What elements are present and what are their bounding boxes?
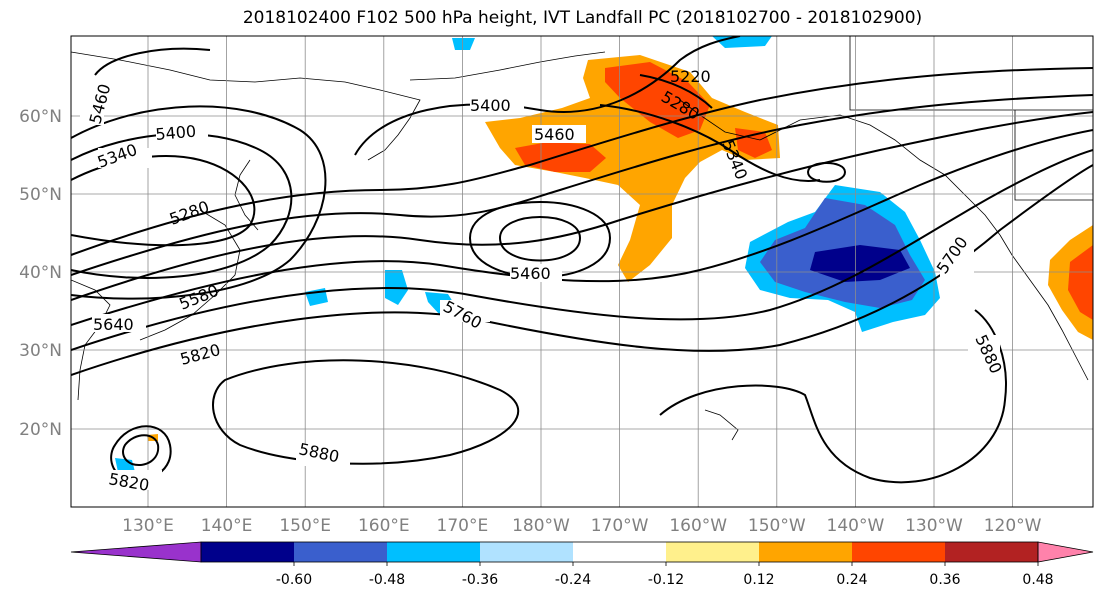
plot-title: 2018102400 F102 500 hPa height, IVT Land… <box>242 8 923 28</box>
positive-ivt-core-california <box>1068 245 1093 320</box>
contour-label: 5400 <box>155 122 197 144</box>
positive-ivt-core-3 <box>735 128 772 158</box>
lat-label: 20°N <box>19 420 62 440</box>
coastline-sakhalin <box>234 159 259 231</box>
lon-label: 120°W <box>984 516 1042 536</box>
colorbar-tick-label: -0.60 <box>276 572 312 588</box>
colorbar-bin <box>201 542 295 562</box>
contour-5760 <box>71 149 1093 351</box>
coastline-siberia <box>71 51 421 161</box>
colorbar-bin <box>387 542 481 562</box>
colorbar-bin <box>759 542 853 562</box>
colorbar-extension-high <box>1037 541 1094 563</box>
contour-5580 <box>71 94 1093 276</box>
contour-label: 5460 <box>510 264 551 283</box>
contour-5700 <box>71 129 1093 326</box>
lon-label: 150°W <box>748 516 806 536</box>
colorbar-ticks: -0.60 -0.48 -0.36 -0.24 -0.12 0.12 0.24 0.36 0.4… <box>276 562 1054 588</box>
contour-5400-north <box>354 36 741 156</box>
coastline-arctic <box>409 51 606 81</box>
longitude-labels: 130°E 140°E 150°E 160°E 170°E 180°W 170°W 160°W… <box>122 516 1042 536</box>
lon-label: 150°E <box>279 516 331 536</box>
negative-ivt-small-4 <box>115 458 135 472</box>
colorbar-tick-label: -0.12 <box>648 572 684 588</box>
contour-5280-north <box>639 74 713 109</box>
lon-label: 140°W <box>827 516 885 536</box>
contour-5520 <box>71 67 1093 256</box>
contour-5880-southwest <box>122 434 160 466</box>
lon-label: 140°E <box>201 516 253 536</box>
boundary-canada <box>849 36 1093 111</box>
contour-5340-north <box>599 104 821 182</box>
contour-5880-east <box>659 309 1007 484</box>
contour-label: 5640 <box>93 315 134 334</box>
colorbar-bin <box>480 542 574 562</box>
lat-label: 30°N <box>19 341 62 361</box>
lon-label: 180°W <box>512 516 570 536</box>
colorbar-bins <box>70 541 1094 563</box>
colorbar-frame <box>200 541 1039 563</box>
lon-label: 130°W <box>905 516 963 536</box>
colorbar-tick-label: -0.24 <box>555 572 591 588</box>
lon-label: 170°E <box>437 516 489 536</box>
lat-label: 60°N <box>19 107 62 127</box>
latitude-labels: 60°N 50°N 40°N 30°N 20°N <box>19 107 62 440</box>
lat-label: 40°N <box>19 263 62 283</box>
colorbar-bin <box>945 542 1039 562</box>
map-frame <box>70 35 1094 508</box>
colorbar-tick-label: 0.36 <box>929 572 960 588</box>
contour-small-low <box>806 162 847 183</box>
lon-label: 160°E <box>358 516 410 536</box>
lon-label: 130°E <box>122 516 174 536</box>
colorbar-tick-label: 0.48 <box>1022 572 1053 588</box>
colorbar-bin <box>852 542 946 562</box>
colorbar-tick-label: 0.12 <box>743 572 774 588</box>
colorbar: -0.60 -0.48 -0.36 -0.24 -0.12 0.12 0.24 0.36 0.4… <box>70 541 1094 588</box>
colorbar-bin <box>294 542 388 562</box>
colorbar-bin <box>573 542 667 562</box>
contour-5460-low <box>498 216 582 262</box>
lat-label: 50°N <box>19 185 62 205</box>
negative-ivt-core <box>810 245 910 282</box>
lon-label: 170°W <box>591 516 649 536</box>
contour-5400 <box>71 105 327 300</box>
colorbar-tick-label: -0.48 <box>369 572 405 588</box>
boundary-us-canada <box>1014 110 1093 201</box>
contour-5520-low <box>468 201 612 278</box>
colorbar-tick-label: 0.24 <box>836 572 867 588</box>
contour-label: 5460 <box>534 125 575 144</box>
contour-label: 5220 <box>670 67 711 86</box>
contour-5460-west <box>94 47 211 76</box>
colorbar-bin <box>666 542 760 562</box>
height-contours <box>71 36 1093 484</box>
negative-ivt-small-6 <box>452 38 475 50</box>
contour-5880-west <box>212 359 520 465</box>
contour-5820 <box>71 164 1093 376</box>
contour-5820-southwest <box>110 425 172 481</box>
contour-label: 5400 <box>470 96 511 115</box>
colorbar-extension-low <box>70 541 202 563</box>
coastline-hawaii <box>704 409 739 441</box>
map-panel: 5460 5400 5400 5340 5460 5280 5460 5580 … <box>70 35 1094 508</box>
contour-5640 <box>71 111 1093 301</box>
lon-label: 160°W <box>669 516 727 536</box>
coastline-alaska <box>679 99 1001 236</box>
colorbar-tick-label: -0.36 <box>462 572 498 588</box>
coastline-west-us <box>999 234 1089 381</box>
